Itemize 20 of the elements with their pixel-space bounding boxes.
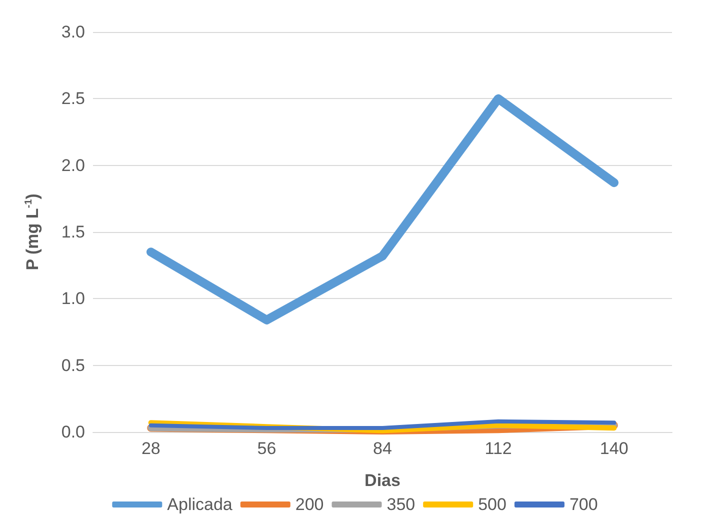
line-series bbox=[148, 419, 616, 430]
x-tick-label: 56 bbox=[257, 439, 276, 458]
legend-label: Aplicada bbox=[167, 495, 233, 514]
x-axis-title: Dias bbox=[364, 471, 400, 490]
y-axis-title: P (mg L-1) bbox=[23, 194, 42, 270]
legend-label: 200 bbox=[295, 495, 324, 514]
x-tick-label: 28 bbox=[141, 439, 160, 458]
y-tick-label: 0.5 bbox=[61, 356, 85, 375]
y-tick-label: 2.0 bbox=[61, 156, 85, 175]
y-tick-label: 0.0 bbox=[61, 422, 85, 442]
y-tick-label: 2.5 bbox=[61, 89, 85, 108]
y-tick-label: 3.0 bbox=[61, 22, 85, 42]
y-tick-label: 1.0 bbox=[61, 289, 85, 308]
x-tick-label: 112 bbox=[484, 439, 512, 458]
legend-label: 700 bbox=[569, 495, 598, 514]
x-tick-label: 84 bbox=[373, 439, 392, 458]
legend-label: 500 bbox=[478, 495, 506, 514]
y-tick-label: 1.5 bbox=[61, 222, 85, 242]
legend-label: 350 bbox=[386, 495, 416, 514]
x-tick-label: 140 bbox=[600, 439, 628, 458]
